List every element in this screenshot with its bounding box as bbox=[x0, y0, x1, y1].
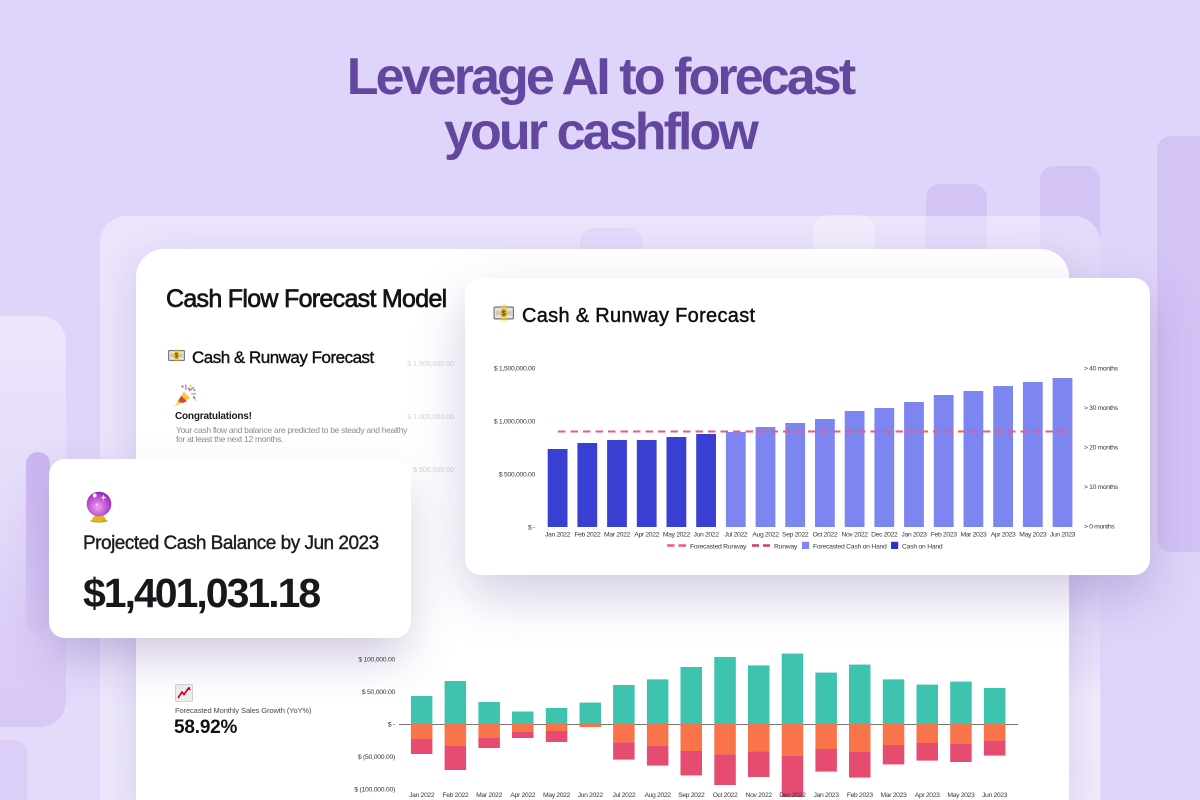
svg-text:$ -: $ - bbox=[528, 525, 535, 532]
svg-text:$ 1,500,000.00: $ 1,500,000.00 bbox=[494, 365, 536, 372]
svg-text:Forecasted Runway: Forecasted Runway bbox=[690, 543, 747, 550]
svg-text:May 2022: May 2022 bbox=[663, 531, 691, 538]
svg-text:$ 50,000.00: $ 50,000.00 bbox=[362, 689, 396, 696]
svg-text:May 2023: May 2023 bbox=[947, 792, 975, 799]
svg-text:Dec 2022: Dec 2022 bbox=[779, 792, 806, 799]
svg-text:Forecasted Cash on Hand: Forecasted Cash on Hand bbox=[813, 543, 887, 550]
svg-text:Mar 2022: Mar 2022 bbox=[476, 792, 502, 799]
svg-text:Apr 2022: Apr 2022 bbox=[634, 531, 659, 538]
svg-text:$ 500,000.00: $ 500,000.00 bbox=[499, 472, 536, 479]
svg-text:Jun 2022: Jun 2022 bbox=[578, 792, 604, 799]
svg-text:Jan 2023: Jan 2023 bbox=[814, 792, 840, 799]
svg-text:$ 1,000,000.00: $ 1,000,000.00 bbox=[494, 419, 536, 426]
svg-text:Jan 2022: Jan 2022 bbox=[409, 792, 435, 799]
svg-text:Jun 2022: Jun 2022 bbox=[694, 531, 720, 538]
svg-text:Feb 2022: Feb 2022 bbox=[574, 531, 600, 538]
svg-text:Apr 2023: Apr 2023 bbox=[915, 792, 940, 799]
svg-text:Feb 2022: Feb 2022 bbox=[442, 792, 468, 799]
svg-text:Aug 2022: Aug 2022 bbox=[644, 792, 671, 799]
svg-text:Jul 2022: Jul 2022 bbox=[612, 792, 635, 799]
svg-text:Runway: Runway bbox=[774, 543, 798, 550]
svg-text:Nov 2022: Nov 2022 bbox=[841, 531, 868, 538]
svg-text:Mar 2022: Mar 2022 bbox=[604, 531, 630, 538]
svg-text:Jun 2023: Jun 2023 bbox=[982, 792, 1008, 799]
svg-text:Jul 2022: Jul 2022 bbox=[724, 531, 747, 538]
svg-text:Aug 2022: Aug 2022 bbox=[752, 531, 779, 538]
svg-text:Feb 2023: Feb 2023 bbox=[847, 792, 873, 799]
svg-text:> 10 months: > 10 months bbox=[1084, 484, 1119, 491]
svg-text:May 2022: May 2022 bbox=[543, 792, 571, 799]
svg-text:> 30 months: > 30 months bbox=[1084, 405, 1119, 412]
svg-text:Jun 2023: Jun 2023 bbox=[1050, 531, 1076, 538]
svg-text:Jan 2023: Jan 2023 bbox=[901, 531, 927, 538]
svg-text:Feb 2023: Feb 2023 bbox=[931, 531, 957, 538]
svg-text:$: $ bbox=[175, 354, 179, 360]
svg-text:Dec 2022: Dec 2022 bbox=[871, 531, 898, 538]
svg-text:$: $ bbox=[502, 309, 507, 318]
svg-text:> 0 months: > 0 months bbox=[1084, 523, 1115, 530]
svg-text:Jan 2022: Jan 2022 bbox=[545, 531, 571, 538]
svg-text:Cash on Hand: Cash on Hand bbox=[902, 543, 943, 550]
svg-text:Oct 2022: Oct 2022 bbox=[813, 531, 838, 538]
svg-text:> 40 months: > 40 months bbox=[1084, 365, 1119, 372]
svg-text:> 20 months: > 20 months bbox=[1084, 444, 1119, 451]
svg-text:$ 100,000.00: $ 100,000.00 bbox=[358, 656, 395, 663]
svg-text:Oct 2022: Oct 2022 bbox=[713, 792, 738, 799]
svg-text:Nov 2022: Nov 2022 bbox=[746, 792, 773, 799]
svg-text:$ (100,000.00): $ (100,000.00) bbox=[354, 786, 395, 793]
svg-text:Sep 2022: Sep 2022 bbox=[678, 792, 705, 799]
svg-text:Mar 2023: Mar 2023 bbox=[960, 531, 986, 538]
svg-text:$ -: $ - bbox=[388, 721, 395, 728]
svg-text:Sep 2022: Sep 2022 bbox=[782, 531, 809, 538]
svg-text:Apr 2023: Apr 2023 bbox=[991, 531, 1016, 538]
svg-text:Apr 2022: Apr 2022 bbox=[510, 792, 535, 799]
svg-text:$ (50,000.00): $ (50,000.00) bbox=[358, 754, 395, 761]
svg-text:Mar 2023: Mar 2023 bbox=[881, 792, 907, 799]
svg-text:May 2023: May 2023 bbox=[1019, 531, 1047, 538]
